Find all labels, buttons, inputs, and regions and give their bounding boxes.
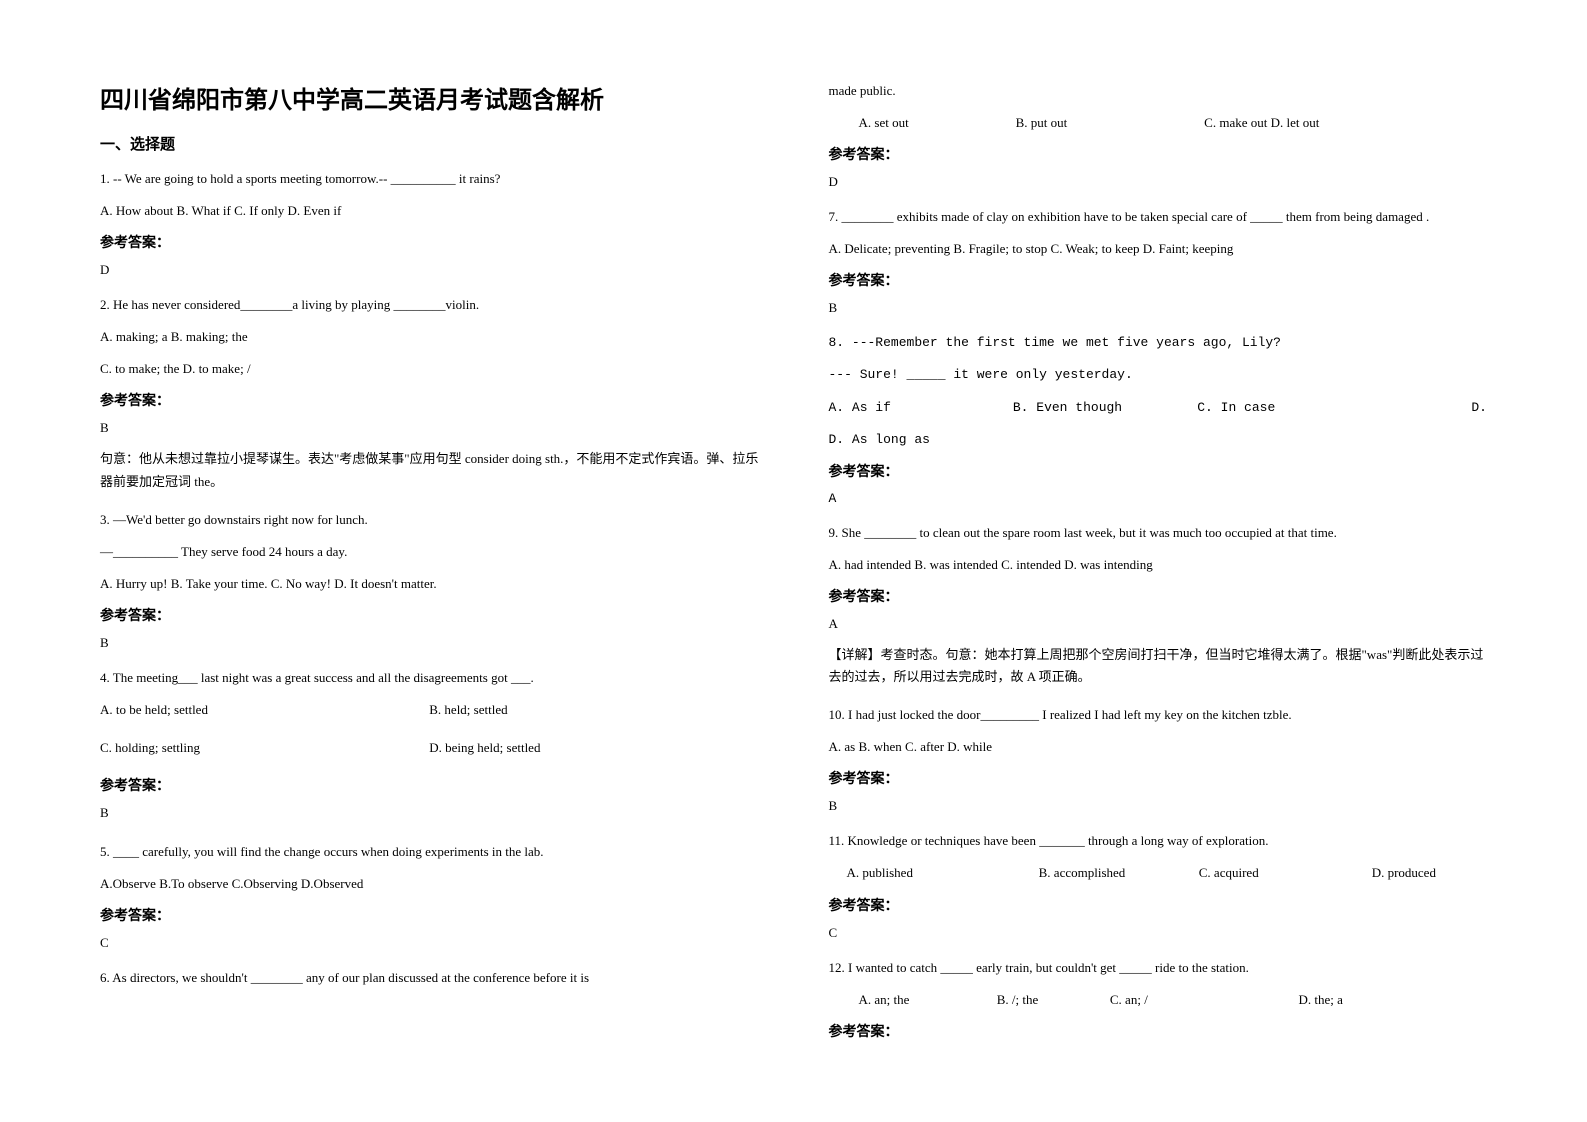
answer-label: 参考答案： [829,895,1488,915]
answer-label: 参考答案： [829,1021,1488,1041]
q3-stem: 3. —We'd better go downstairs right now … [100,509,759,531]
answer-label: 参考答案： [829,144,1488,164]
q12-opt-d: D. the; a [1298,989,1424,1011]
question-2: 2. He has never considered________a livi… [100,294,759,504]
q11-opt-a: A. published [847,862,1039,884]
q8-opt-d: D. As long as [829,429,1488,451]
q5-answer: C [100,935,759,951]
answer-label: 参考答案： [829,768,1488,788]
q5-stem: 5. ____ carefully, you will find the cha… [100,841,759,863]
q12-opt-c: C. an; / [1110,989,1299,1011]
answer-label: 参考答案： [829,270,1488,290]
q4-opt-c: C. holding; settling [100,737,429,759]
question-10: 10. I had just locked the door_________ … [829,704,1488,826]
q2-explanation: 句意：他从未想过靠拉小提琴谋生。表达"考虑做某事"应用句型 consider d… [100,448,759,492]
q4-opt-b: B. held; settled [429,699,758,721]
question-3: 3. —We'd better go downstairs right now … [100,509,759,663]
q8-stem: 8. ---Remember the first time we met fiv… [829,332,1488,354]
q6-opt-a: A. set out [859,112,1016,134]
question-7: 7. ________ exhibits made of clay on exh… [829,206,1488,328]
q6-cont: made public. [829,80,1488,102]
question-4: 4. The meeting___ last night was a great… [100,667,759,837]
q4-options-row2: C. holding; settling D. being held; sett… [100,737,759,759]
section-header: 一、选择题 [100,133,759,154]
q12-stem: 12. I wanted to catch _____ early train,… [829,957,1488,979]
q11-opt-d: D. produced [1372,862,1487,884]
q4-stem: 4. The meeting___ last night was a great… [100,667,759,689]
q10-stem: 10. I had just locked the door_________ … [829,704,1488,726]
q10-options: A. as B. when C. after D. while [829,736,1488,758]
answer-label: 参考答案： [829,461,1488,481]
q12-options: A. an; the B. /; the C. an; / D. the; a [829,989,1488,1011]
q12-opt-a: A. an; the [859,989,997,1011]
q10-answer: B [829,798,1488,814]
q8-stem2: --- Sure! _____ it were only yesterday. [829,364,1488,386]
q6-options: A. set out B. put out C. make out D. let… [829,112,1488,134]
q9-answer: A [829,616,1488,632]
q2-answer: B [100,420,759,436]
q7-stem: 7. ________ exhibits made of clay on exh… [829,206,1488,228]
page-title: 四川省绵阳市第八中学高二英语月考试题含解析 [100,80,759,115]
q8-options: A. As if B. Even though C. In case D. [829,397,1488,419]
question-11: 11. Knowledge or techniques have been __… [829,830,1488,952]
question-5: 5. ____ carefully, you will find the cha… [100,841,759,963]
q11-stem: 11. Knowledge or techniques have been __… [829,830,1488,852]
answer-label: 参考答案： [100,232,759,252]
q3-answer: B [100,635,759,651]
question-9: 9. She ________ to clean out the spare r… [829,522,1488,700]
q9-explanation: 【详解】考查时态。句意：她本打算上周把那个空房间打扫干净，但当时它堆得太满了。根… [829,644,1488,688]
answer-label: 参考答案： [829,586,1488,606]
q5-options: A.Observe B.To observe C.Observing D.Obs… [100,873,759,895]
q3-stem2: —__________ They serve food 24 hours a d… [100,541,759,563]
left-column: 四川省绵阳市第八中学高二英语月考试题含解析 一、选择题 1. -- We are… [100,80,759,1082]
q1-stem: 1. -- We are going to hold a sports meet… [100,168,759,190]
answer-label: 参考答案： [100,905,759,925]
answer-label: 参考答案： [100,605,759,625]
q6-opt-cd: C. make out D. let out [1204,112,1487,134]
q6-opt-b: B. put out [1016,112,1205,134]
q4-answer: B [100,805,759,821]
q3-options: A. Hurry up! B. Take your time. C. No wa… [100,573,759,595]
question-6-cont: made public. A. set out B. put out C. ma… [829,80,1488,202]
question-8: 8. ---Remember the first time we met fiv… [829,332,1488,517]
q2-options-row2: C. to make; the D. to make; / [100,358,759,380]
q4-opt-a: A. to be held; settled [100,699,429,721]
q4-opt-d: D. being held; settled [429,737,758,759]
q7-answer: B [829,300,1488,316]
answer-label: 参考答案： [100,775,759,795]
q1-answer: D [100,262,759,278]
q11-opt-b: B. accomplished [1039,862,1199,884]
right-column: made public. A. set out B. put out C. ma… [829,80,1488,1082]
question-12: 12. I wanted to catch _____ early train,… [829,957,1488,1051]
q2-options-row1: A. making; a B. making; the [100,326,759,348]
q4-options-row1: A. to be held; settled B. held; settled [100,699,759,721]
q8-answer: A [829,491,1488,506]
q2-stem: 2. He has never considered________a livi… [100,294,759,316]
q11-options: A. published B. accomplished C. acquired… [829,862,1488,884]
question-1: 1. -- We are going to hold a sports meet… [100,168,759,290]
q11-opt-c: C. acquired [1199,862,1372,884]
q8-opt-a: A. As if [829,397,1013,419]
q7-options: A. Delicate; preventing B. Fragile; to s… [829,238,1488,260]
q8-opt-b: B. Even though [1013,397,1197,419]
q12-opt-b: B. /; the [997,989,1110,1011]
q8-opt-d-letter: D. [1382,397,1487,419]
q1-options: A. How about B. What if C. If only D. Ev… [100,200,759,222]
q11-answer: C [829,925,1488,941]
q9-stem: 9. She ________ to clean out the spare r… [829,522,1488,544]
q6-answer: D [829,174,1488,190]
q8-opt-c: C. In case [1197,397,1381,419]
q9-options: A. had intended B. was intended C. inten… [829,554,1488,576]
q6-stem: 6. As directors, we shouldn't ________ a… [100,967,759,989]
answer-label: 参考答案： [100,390,759,410]
